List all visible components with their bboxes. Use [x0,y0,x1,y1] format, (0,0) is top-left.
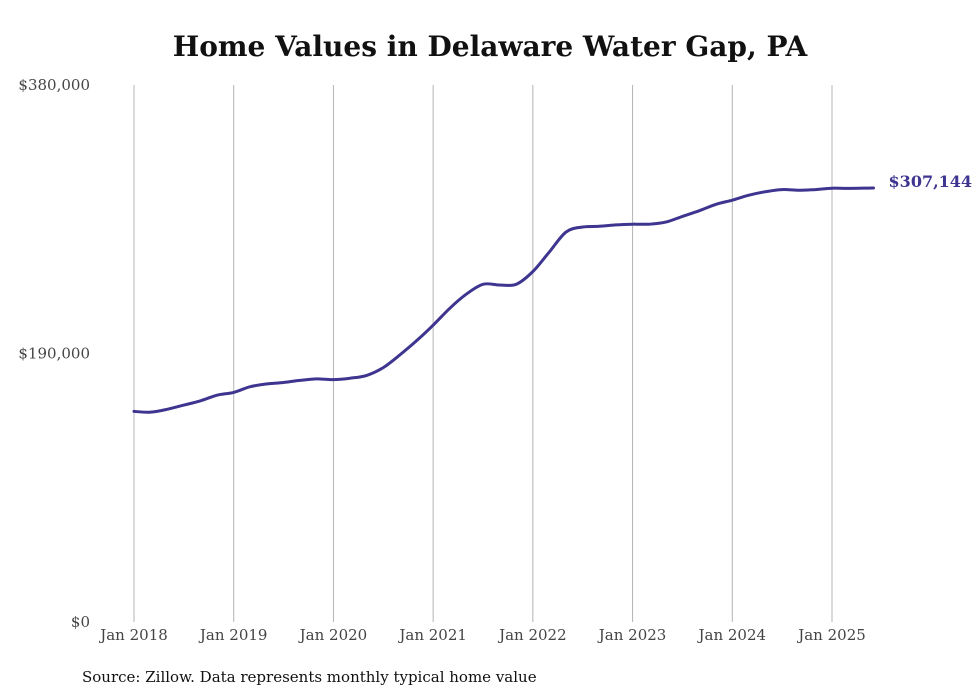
chart-title: Home Values in Delaware Water Gap, PA [172,30,808,63]
x-tick-label: Jan 2018 [98,626,168,644]
x-tick-label: Jan 2024 [697,626,767,644]
y-tick-label: $0 [71,613,90,631]
x-tick-label: Jan 2025 [796,626,866,644]
source-note: Source: Zillow. Data represents monthly … [82,668,537,686]
x-tick-label: Jan 2023 [597,626,667,644]
x-tick-label: Jan 2021 [397,626,467,644]
x-tick-label: Jan 2020 [298,626,368,644]
x-tick-label: Jan 2022 [497,626,567,644]
x-tick-label: Jan 2019 [198,626,268,644]
y-tick-label: $190,000 [18,345,90,363]
series-line [132,186,875,414]
y-tick-label: $380,000 [18,76,90,94]
end-value-label: $307,144 [889,172,973,191]
